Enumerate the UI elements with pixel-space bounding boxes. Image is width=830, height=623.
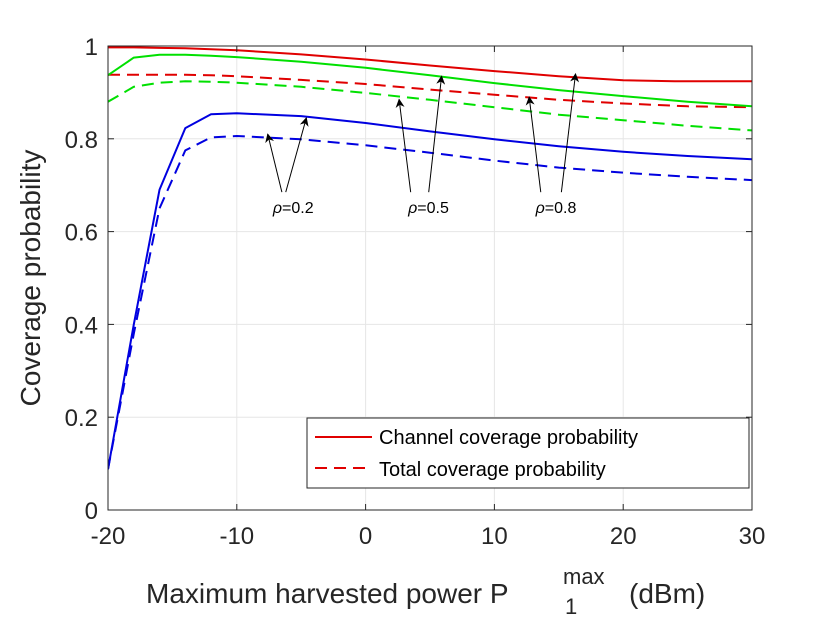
y-tick-label: 0.2 [65, 405, 98, 432]
annotation-label: ρ=0.2 [272, 200, 314, 217]
x-tick-label: 10 [481, 523, 508, 550]
annotation-rho-value: =0.2 [282, 200, 314, 217]
plot-frame [107, 45, 753, 511]
annotation-rho-symbol: ρ [535, 200, 545, 217]
series-layer [108, 46, 752, 470]
annotation-label: ρ=0.8 [535, 200, 577, 217]
annotation-arrow [265, 133, 283, 193]
series-line-channel-rho-05 [108, 53, 752, 108]
annotation-rho-symbol: ρ [272, 200, 282, 217]
annotation-arrow [560, 72, 580, 193]
y-tick-label: 0.6 [65, 220, 98, 247]
x-tick-label: -10 [219, 523, 254, 550]
annotations: ρ=0.2 ρ=0.5 ρ=0.8 [265, 72, 580, 217]
legend-label-total: Total coverage probability [379, 459, 606, 481]
legend: Channel coverage probability Total cover… [306, 417, 750, 489]
ticks [107, 45, 753, 511]
annotation-arrow [395, 98, 412, 193]
y-tick-label: 0.8 [65, 127, 98, 154]
x-axis-label: Maximum harvested power P [146, 578, 509, 609]
x-tick-label: 30 [739, 523, 766, 550]
annotation-rho-value: =0.5 [417, 200, 449, 217]
x-axis-label-subscript: 1 [565, 594, 577, 619]
x-tick-label: 20 [610, 523, 637, 550]
legend-label-channel: Channel coverage probability [379, 427, 638, 449]
x-tick-label: 0 [359, 523, 372, 550]
annotation-rho-05: ρ=0.5 [395, 75, 449, 217]
y-tick-label: 1 [85, 34, 98, 61]
x-axis-label-main: Maximum harvested power P [146, 578, 509, 609]
series-line-total-rho-08 [108, 73, 752, 109]
grid [108, 46, 752, 510]
annotation-arrow [525, 96, 542, 193]
annotation-arrow [285, 117, 309, 193]
y-tick-label: 0.4 [65, 312, 98, 339]
legend-box [306, 417, 750, 489]
annotation-rho-02: ρ=0.2 [265, 117, 314, 217]
series-line-total-rho-02 [108, 135, 752, 470]
y-axis-label: Coverage probability [15, 150, 46, 407]
y-tick-label: 0 [85, 498, 98, 525]
series-line-channel-rho-02 [108, 112, 752, 470]
series-line-channel-rho-08 [108, 46, 752, 83]
annotation-rho-08: ρ=0.8 [525, 72, 580, 217]
tick-labels: -20 -10 0 10 20 30 0 0.2 0.4 0.6 0.8 1 [65, 34, 766, 550]
annotation-label: ρ=0.5 [407, 200, 449, 217]
x-axis-label-superscript: max [563, 564, 605, 589]
x-axis-label-unit: (dBm) [629, 578, 705, 609]
annotation-rho-value: =0.8 [545, 200, 577, 217]
annotation-rho-symbol: ρ [407, 200, 417, 217]
x-tick-label: -20 [91, 523, 126, 550]
series-line-total-rho-05 [108, 80, 752, 132]
annotation-arrow [428, 75, 446, 193]
